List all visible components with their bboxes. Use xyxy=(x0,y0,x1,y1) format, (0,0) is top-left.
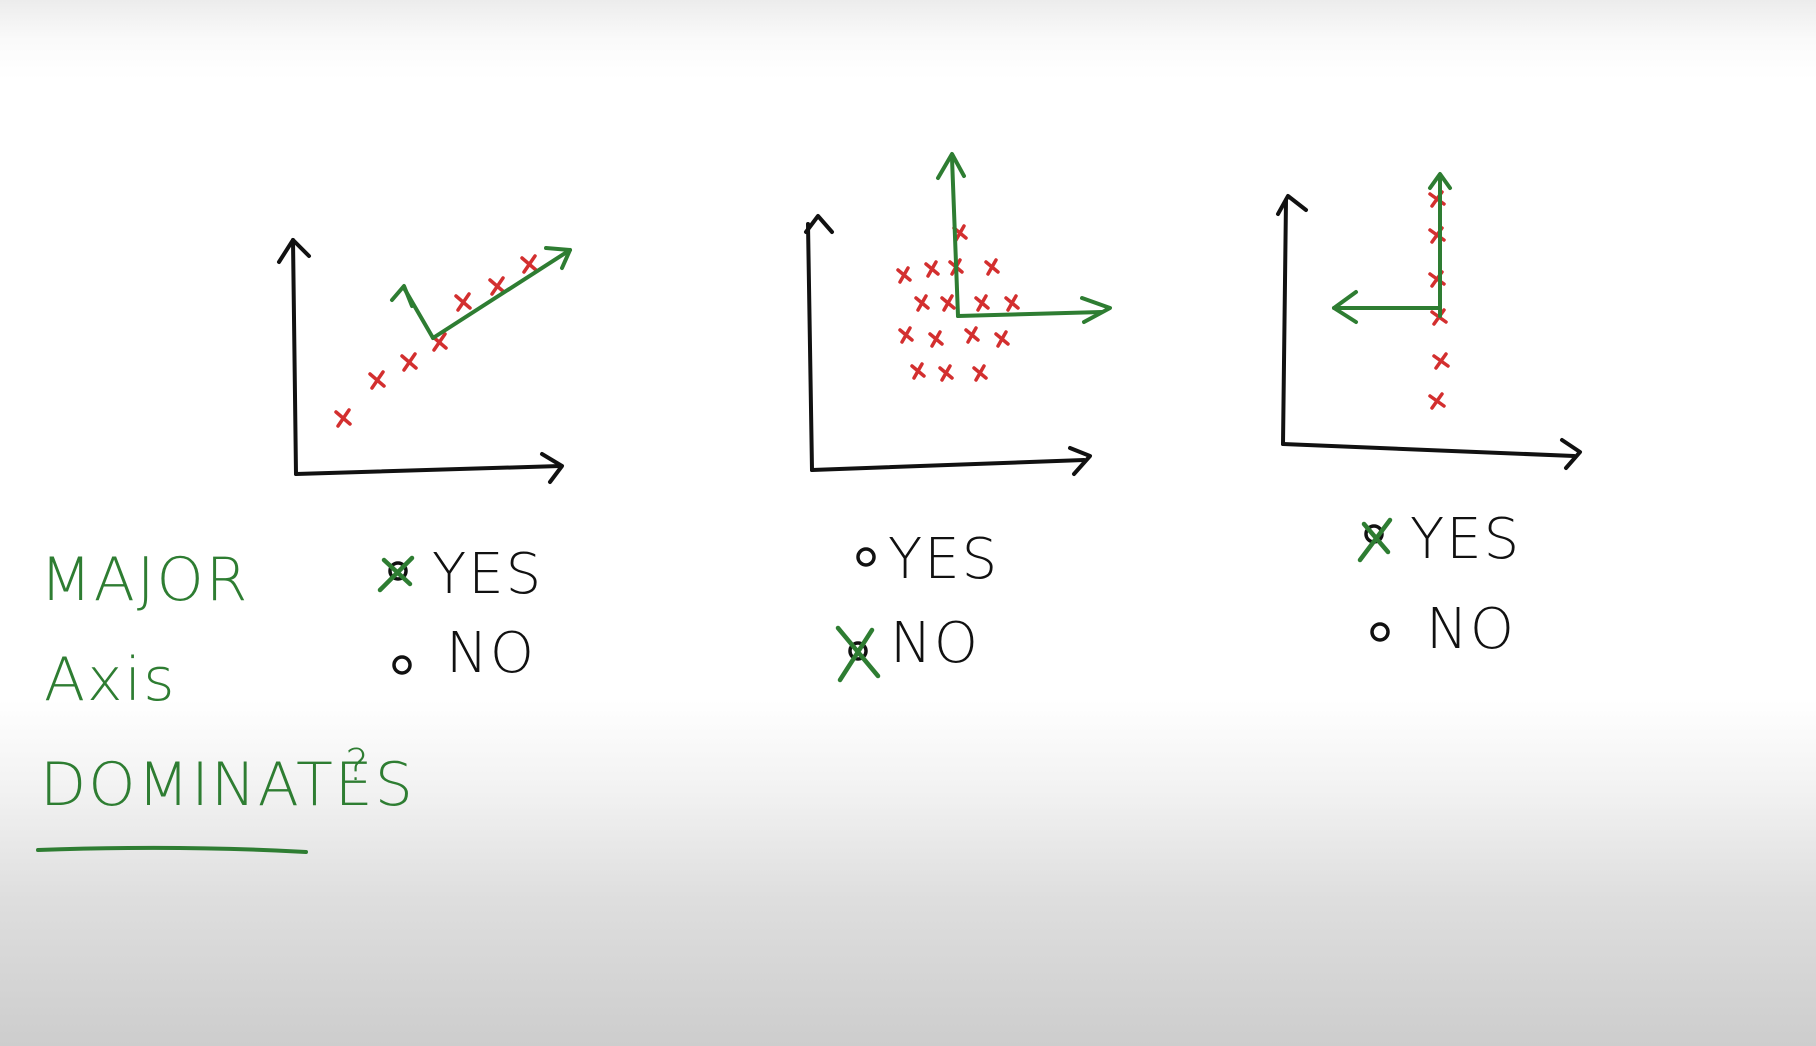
panel-3-y-axis xyxy=(1281,198,1288,446)
panel-2-y-axis xyxy=(806,222,814,472)
panel-3-data-points xyxy=(1428,190,1450,410)
radio-button[interactable] xyxy=(388,561,408,581)
panel-1-major-arrow xyxy=(544,246,572,270)
panel-3-x-axis xyxy=(1281,442,1576,458)
data-point xyxy=(994,330,1010,348)
panel-2-x-arrow xyxy=(1068,446,1092,476)
panel-3-horizontal-arrow xyxy=(1332,290,1358,324)
data-point xyxy=(924,260,940,278)
question-line-dominates: DOMINATES xyxy=(40,750,415,820)
panel-3-y-arrow xyxy=(1276,194,1308,216)
data-point xyxy=(896,266,912,284)
data-point xyxy=(1432,352,1450,370)
data-point xyxy=(972,364,988,382)
selected-x-mark xyxy=(377,555,415,593)
option-label: NO xyxy=(1426,597,1516,662)
data-point xyxy=(910,362,926,380)
radio-button[interactable] xyxy=(392,655,412,675)
option-label: YES xyxy=(432,542,543,607)
option-label: NO xyxy=(446,621,536,686)
panel-3-plot xyxy=(1276,172,1582,470)
panel-2-option-yes[interactable]: YES xyxy=(856,527,999,592)
question-underline xyxy=(36,845,308,854)
data-point xyxy=(488,276,506,296)
panel-1-minor-arrow xyxy=(390,284,414,308)
panel-2-y-arrow xyxy=(804,214,834,234)
selected-x-mark xyxy=(1357,517,1393,563)
data-point xyxy=(964,326,980,344)
panel-2-option-no[interactable]: NO xyxy=(835,611,980,683)
data-point xyxy=(984,258,1000,276)
option-label: YES xyxy=(888,527,999,592)
panel-2-x-axis xyxy=(810,458,1086,472)
data-point xyxy=(1428,392,1446,410)
data-point xyxy=(938,364,954,382)
data-point xyxy=(914,294,930,312)
panel-3-options: YES NO xyxy=(1357,507,1521,662)
question-block: MAJOR Axis DOMINATES ? xyxy=(36,545,415,854)
panel-2-vertical-arrow xyxy=(936,152,966,180)
question-line-major: MAJOR xyxy=(40,545,249,615)
data-point xyxy=(400,352,418,372)
panel-1-option-no[interactable]: NO xyxy=(392,621,536,686)
data-point xyxy=(898,326,914,344)
panel-3-option-yes[interactable]: YES xyxy=(1357,507,1521,572)
question-mark: ? xyxy=(345,740,370,791)
panel-1-y-arrow xyxy=(277,238,311,264)
panel-1-plot xyxy=(277,238,572,484)
panel-1-data-points xyxy=(334,254,538,428)
panel-2-options: YES NO xyxy=(835,527,999,683)
radio-button[interactable] xyxy=(848,641,868,661)
data-point xyxy=(1004,294,1020,312)
data-point xyxy=(974,294,990,312)
panel-1-major-axis xyxy=(431,248,572,340)
panel-3-x-arrow xyxy=(1560,438,1582,470)
panel-2-vertical-axis xyxy=(950,156,960,318)
panel-2-plot xyxy=(804,152,1112,476)
question-line-axis: Axis xyxy=(44,645,176,715)
selected-x-mark xyxy=(835,625,881,683)
option-label: YES xyxy=(1410,507,1521,572)
panel-3-option-no[interactable]: NO xyxy=(1370,597,1516,662)
panel-1-x-arrow xyxy=(540,452,564,484)
data-point xyxy=(940,294,956,312)
panel-3-vertical-arrow xyxy=(1428,172,1452,190)
data-point xyxy=(928,330,944,348)
data-point xyxy=(520,254,538,274)
data-point xyxy=(334,408,352,428)
option-label: NO xyxy=(890,611,980,676)
panel-1-x-axis xyxy=(294,464,562,476)
radio-button[interactable] xyxy=(856,547,876,567)
radio-button[interactable] xyxy=(1370,622,1390,642)
panel-1-option-yes[interactable]: YES xyxy=(377,542,543,607)
panel-2-horizontal-axis xyxy=(956,310,1104,318)
data-point xyxy=(368,370,386,390)
panel-1-options: YES NO xyxy=(377,542,543,686)
data-point xyxy=(454,292,472,312)
panel-1-y-axis xyxy=(291,238,298,476)
panel-2-horizontal-arrow xyxy=(1080,296,1112,324)
